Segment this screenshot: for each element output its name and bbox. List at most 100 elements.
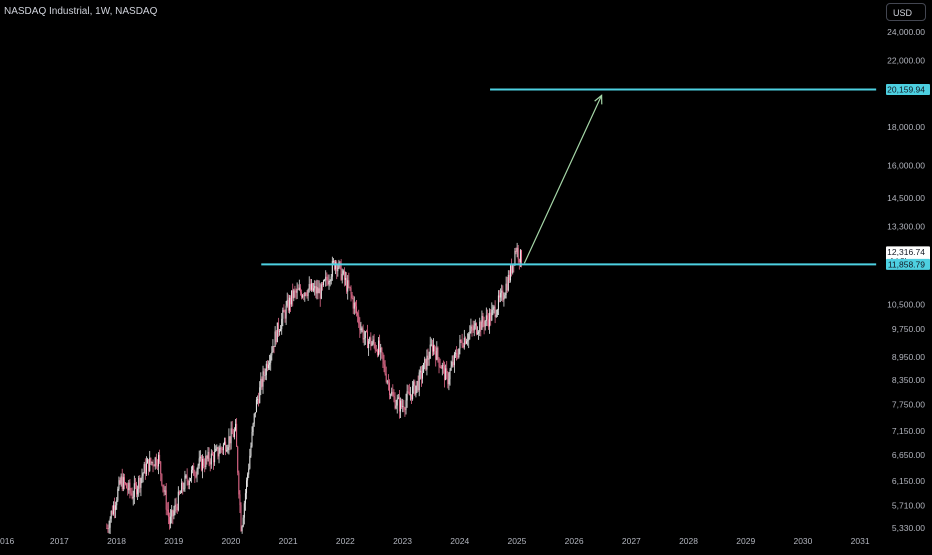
candle [435,346,437,367]
candle [178,490,180,496]
candle [130,487,132,496]
candle [324,278,326,282]
candle [302,293,304,299]
candle [188,477,190,490]
candle [117,486,119,502]
candle [208,447,210,467]
candle [194,469,196,483]
candle [137,485,139,501]
candle [331,256,333,281]
candle [392,384,394,397]
candle [307,288,309,301]
candle [211,450,213,456]
candle [236,418,238,447]
candle [164,486,166,496]
candle [132,490,134,506]
candle [431,339,433,356]
candle [417,375,419,392]
candle [401,398,403,409]
candle [458,348,460,359]
candle [403,399,405,413]
candle [317,279,319,300]
candle [328,274,330,290]
candle [225,437,227,456]
candle [262,365,264,394]
projection-arrow[interactable] [523,95,603,264]
candle [279,329,281,336]
candle [114,497,116,519]
currency-button[interactable]: USD [886,3,926,21]
candle [485,307,487,327]
candle [176,503,178,515]
candle [497,290,499,315]
candle [420,365,422,387]
candle [507,270,509,292]
candle [121,468,123,492]
candle [119,477,121,485]
candle [129,479,131,499]
target-price-label-text: 20,159.94 [887,84,925,94]
candle [202,454,204,479]
candle [172,509,174,525]
candle [195,471,197,479]
candle [427,348,429,366]
candle [183,482,185,492]
y-tick-label: 7,750.00 [892,400,925,410]
candle [491,302,493,322]
candle [472,320,474,334]
candle [126,482,128,489]
candle [258,392,260,407]
candle [359,317,361,338]
candle [159,449,161,464]
candle [134,478,136,490]
candle [473,320,475,337]
candle [508,270,510,283]
x-tick-label: 2030 [793,536,812,546]
candle [222,442,224,455]
candle [110,510,112,523]
candle [430,338,432,347]
candle [412,380,414,401]
x-tick-label: 2023 [393,536,412,546]
candle [227,444,229,454]
candle [282,307,284,327]
candle [451,355,453,368]
candle [123,473,125,490]
candle [488,313,490,330]
candle [253,413,255,427]
candle [433,338,435,356]
candle [466,338,468,345]
candle [251,426,253,448]
candle [140,477,142,497]
candle [297,284,299,291]
candle [360,321,362,334]
candle [106,523,108,530]
candle [167,501,169,525]
candle [299,284,301,296]
candle [493,305,495,314]
candle [272,339,274,353]
candle [376,348,378,358]
candle [340,259,342,281]
candle [512,263,514,275]
candle [332,258,334,264]
candle [204,458,206,473]
candle [250,442,252,458]
candle [351,291,353,300]
candle [370,332,372,351]
candle [196,467,198,483]
candle [128,479,130,494]
candle [170,509,172,529]
candle [347,275,349,300]
time-axis[interactable]: 016 2017 2018 2019 2020 2021 2022 2023 2024 2025 2… [0,534,932,550]
candle [205,450,207,470]
candle [342,269,344,276]
candle [474,319,476,330]
candle [231,420,233,435]
candle [298,279,300,291]
candle [495,309,497,318]
candle [475,322,477,336]
candle [492,304,494,316]
